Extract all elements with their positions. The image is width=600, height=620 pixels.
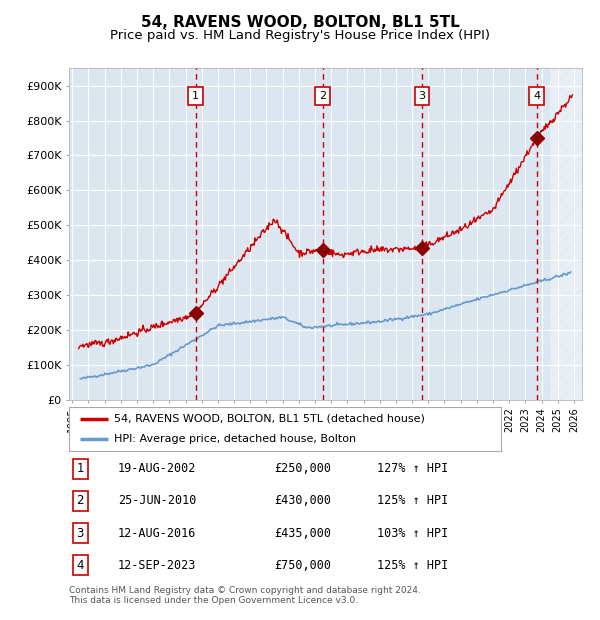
Text: 127% ↑ HPI: 127% ↑ HPI [377, 463, 448, 475]
Text: 25-JUN-2010: 25-JUN-2010 [118, 495, 196, 507]
Text: 125% ↑ HPI: 125% ↑ HPI [377, 495, 448, 507]
Text: 4: 4 [533, 91, 540, 101]
Text: 54, RAVENS WOOD, BOLTON, BL1 5TL (detached house): 54, RAVENS WOOD, BOLTON, BL1 5TL (detach… [115, 414, 425, 424]
Text: 3: 3 [77, 527, 84, 539]
Text: 125% ↑ HPI: 125% ↑ HPI [377, 559, 448, 572]
Text: HPI: Average price, detached house, Bolton: HPI: Average price, detached house, Bolt… [115, 434, 356, 445]
Text: 103% ↑ HPI: 103% ↑ HPI [377, 527, 448, 539]
Text: 1: 1 [77, 463, 84, 475]
Text: £435,000: £435,000 [274, 527, 331, 539]
Bar [550, 68, 590, 400]
Text: 54, RAVENS WOOD, BOLTON, BL1 5TL: 54, RAVENS WOOD, BOLTON, BL1 5TL [140, 16, 460, 30]
Text: 4: 4 [77, 559, 84, 572]
Text: 12-AUG-2016: 12-AUG-2016 [118, 527, 196, 539]
Text: £750,000: £750,000 [274, 559, 331, 572]
Text: 3: 3 [418, 91, 425, 101]
Text: 2: 2 [319, 91, 326, 101]
Bar [550, 68, 590, 400]
Text: 19-AUG-2002: 19-AUG-2002 [118, 463, 196, 475]
Text: 2: 2 [77, 495, 84, 507]
Text: Price paid vs. HM Land Registry's House Price Index (HPI): Price paid vs. HM Land Registry's House … [110, 30, 490, 42]
Text: £430,000: £430,000 [274, 495, 331, 507]
Text: Contains HM Land Registry data © Crown copyright and database right 2024.
This d: Contains HM Land Registry data © Crown c… [69, 586, 421, 605]
Text: 1: 1 [192, 91, 199, 101]
Text: £250,000: £250,000 [274, 463, 331, 475]
Text: 12-SEP-2023: 12-SEP-2023 [118, 559, 196, 572]
